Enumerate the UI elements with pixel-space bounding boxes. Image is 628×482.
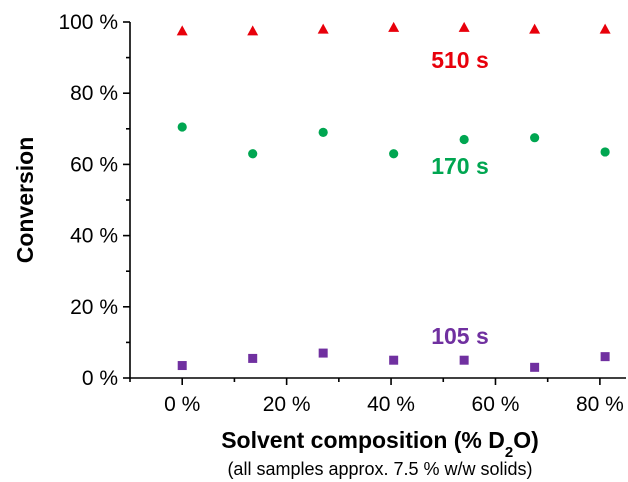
y-tick-label: 80 % bbox=[70, 82, 118, 105]
data-point-510s bbox=[458, 21, 470, 32]
solids-note: (all samples approx. 7.5 % w/w solids) bbox=[227, 459, 532, 479]
data-point-105s bbox=[389, 355, 399, 365]
data-point-105s bbox=[600, 352, 610, 362]
data-point-170s bbox=[177, 122, 187, 132]
series-105s bbox=[177, 348, 610, 372]
series-510s bbox=[176, 21, 611, 36]
data-point-170s bbox=[600, 147, 610, 157]
data-point-105s bbox=[177, 361, 187, 371]
data-point-170s bbox=[530, 133, 540, 143]
data-point-510s bbox=[176, 25, 188, 36]
x-tick-label: 40 % bbox=[367, 393, 415, 416]
y-axis-title: Conversion bbox=[12, 137, 38, 264]
x-axis-title: Solvent composition (% D2O) bbox=[221, 427, 539, 461]
data-point-510s bbox=[317, 23, 329, 34]
data-point-105s bbox=[318, 348, 328, 358]
data-point-510s bbox=[247, 25, 259, 36]
x-tick-label: 0 % bbox=[164, 393, 200, 416]
x-tick-label: 80 % bbox=[576, 393, 624, 416]
y-axis: 0 % 20 % 40 % 60 % 80 % 100 % bbox=[58, 11, 131, 390]
y-ticks: 0 % 20 % 40 % 60 % 80 % 100 % bbox=[58, 11, 130, 390]
data-point-170s bbox=[389, 149, 399, 159]
x-tick-label: 20 % bbox=[263, 393, 311, 416]
series-170s bbox=[177, 122, 610, 159]
data-series bbox=[176, 21, 611, 372]
x-axis-title-prefix: Solvent composition (% D bbox=[221, 427, 505, 453]
y-tick-label: 0 % bbox=[82, 367, 118, 390]
series-label-105s: 105 s bbox=[431, 323, 489, 349]
x-tick-label: 60 % bbox=[472, 393, 520, 416]
x-axis-title-subscript: 2 bbox=[505, 444, 513, 461]
data-point-510s bbox=[388, 21, 400, 32]
x-axis: 0 % 20 % 40 % 60 % 80 % bbox=[129, 377, 626, 416]
data-point-170s bbox=[318, 127, 328, 137]
series-label-510s: 510 s bbox=[431, 47, 489, 73]
data-point-170s bbox=[459, 134, 469, 145]
data-point-510s bbox=[529, 23, 541, 34]
data-point-105s bbox=[248, 353, 258, 363]
x-ticks: 0 % 20 % 40 % 60 % 80 % bbox=[129, 378, 624, 416]
x-axis-title-suffix: O) bbox=[513, 427, 539, 453]
y-tick-label: 100 % bbox=[58, 11, 118, 34]
data-point-170s bbox=[248, 149, 258, 159]
y-tick-label: 60 % bbox=[70, 153, 118, 176]
y-tick-label: 20 % bbox=[70, 296, 118, 319]
data-point-105s bbox=[530, 362, 540, 372]
series-label-170s: 170 s bbox=[431, 153, 489, 179]
data-point-510s bbox=[599, 23, 611, 34]
data-point-105s bbox=[459, 355, 469, 365]
y-tick-label: 40 % bbox=[70, 225, 118, 248]
